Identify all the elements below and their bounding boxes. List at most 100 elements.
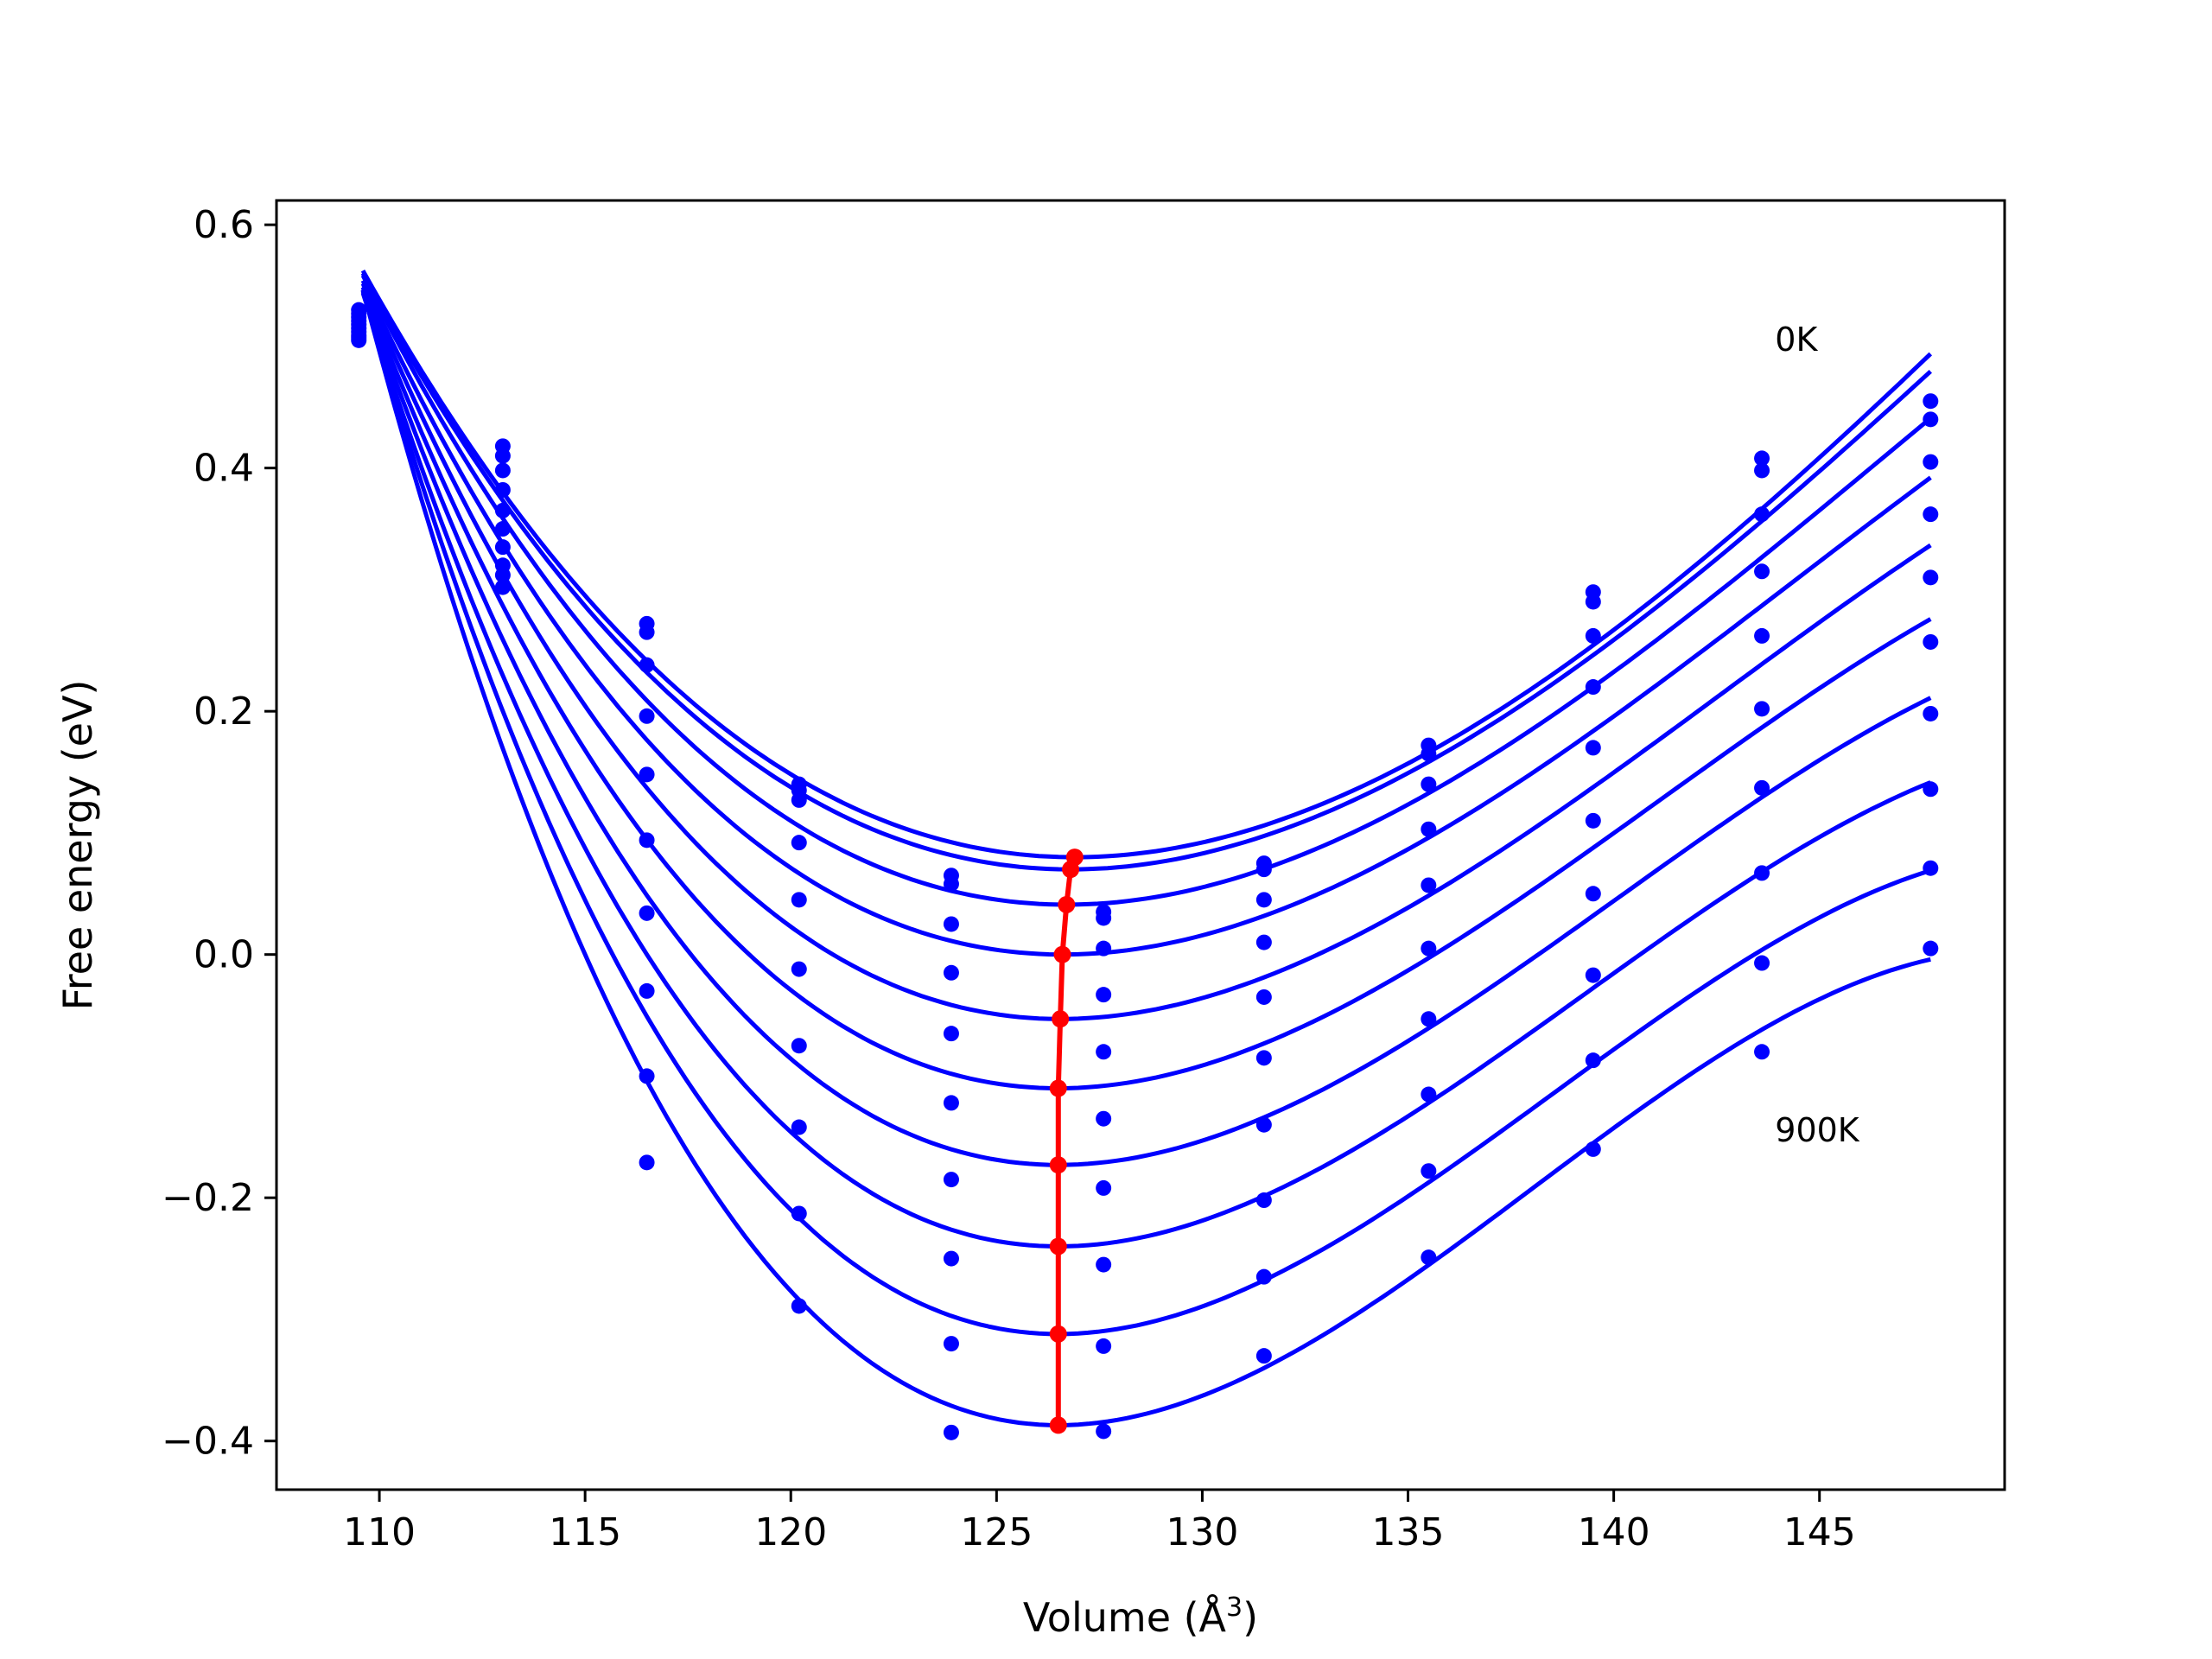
y-axis-label: Free energy (eV) xyxy=(54,680,101,1011)
data-point xyxy=(791,1038,807,1054)
data-point xyxy=(1096,1338,1112,1354)
data-point xyxy=(1923,393,1939,410)
data-point xyxy=(494,579,511,595)
data-point xyxy=(1923,940,1939,957)
data-point xyxy=(1421,877,1437,893)
x-tick-label: 110 xyxy=(343,1510,416,1554)
minimum-point xyxy=(1053,945,1071,963)
data-point xyxy=(1096,1423,1112,1440)
data-point xyxy=(943,916,959,932)
minimum-point xyxy=(1049,1079,1067,1097)
data-point xyxy=(1421,1249,1437,1266)
data-point xyxy=(791,1119,807,1135)
data-point xyxy=(791,791,807,808)
data-point xyxy=(1421,776,1437,792)
data-point xyxy=(1255,1116,1272,1133)
data-points xyxy=(351,302,1939,1440)
data-point xyxy=(494,448,511,464)
data-point xyxy=(1585,1141,1601,1157)
data-point xyxy=(943,1250,959,1267)
data-point xyxy=(639,657,655,673)
fit-curve xyxy=(360,292,1932,1249)
data-point xyxy=(1754,865,1770,881)
data-point xyxy=(1255,1348,1272,1364)
data-point xyxy=(1585,812,1601,829)
x-tick-label: 140 xyxy=(1578,1510,1650,1554)
data-point xyxy=(639,1154,655,1171)
data-point xyxy=(639,1068,655,1084)
data-point xyxy=(943,964,959,981)
data-point xyxy=(1754,955,1770,971)
x-tick-label: 125 xyxy=(960,1510,1033,1554)
x-axis-label-main: Volume (Å xyxy=(1023,1594,1227,1641)
plot-frame xyxy=(275,199,2006,1491)
data-point xyxy=(1585,594,1601,610)
annotation-label: 0K xyxy=(1775,321,1818,359)
data-point xyxy=(1585,740,1601,756)
data-point xyxy=(1096,1110,1112,1127)
data-point xyxy=(791,961,807,977)
data-point xyxy=(1255,1192,1272,1209)
minimum-line xyxy=(1049,849,1084,1434)
y-tick-label: 0.4 xyxy=(194,447,254,491)
data-point xyxy=(494,502,511,518)
data-point xyxy=(791,1298,807,1314)
data-point xyxy=(639,832,655,849)
fit-curves xyxy=(360,269,1933,1427)
data-point xyxy=(943,1095,959,1111)
data-point xyxy=(494,462,511,479)
data-point xyxy=(639,766,655,783)
minimum-point xyxy=(1049,1416,1067,1434)
data-point xyxy=(1585,1052,1601,1069)
data-point xyxy=(1585,627,1601,644)
minimum-point xyxy=(1049,1325,1067,1343)
data-point xyxy=(1096,910,1112,926)
data-point xyxy=(1585,967,1601,983)
data-point xyxy=(1421,821,1437,837)
data-point xyxy=(1923,705,1939,721)
data-point xyxy=(1923,506,1939,523)
minimum-point xyxy=(1049,1156,1067,1174)
data-point xyxy=(494,539,511,556)
fit-curve xyxy=(360,289,1932,1167)
y-tick-label: −0.4 xyxy=(162,1420,254,1464)
data-point xyxy=(1096,1179,1112,1196)
x-tick-label: 120 xyxy=(754,1510,827,1554)
data-point xyxy=(1096,1256,1112,1273)
data-point xyxy=(791,1205,807,1222)
y-axis-ticks: 0.6 0.4 0.2 0.0 −0.2 −0.4 xyxy=(162,203,276,1464)
data-point xyxy=(639,624,655,640)
fit-curve xyxy=(360,283,1932,1021)
data-point xyxy=(791,835,807,851)
data-point xyxy=(943,876,959,893)
data-point xyxy=(1096,987,1112,1003)
data-point xyxy=(1421,1011,1437,1027)
data-point xyxy=(1754,701,1770,717)
data-point xyxy=(1585,679,1601,696)
data-point xyxy=(1754,779,1770,796)
x-axis-label: Volume (Å3) xyxy=(1023,1592,1258,1641)
data-point xyxy=(1754,1044,1770,1060)
fit-curve xyxy=(360,272,1932,872)
y-tick-label: 0.0 xyxy=(194,933,254,977)
annotations: 0K 900K xyxy=(1775,321,1860,1149)
data-point xyxy=(1923,454,1939,470)
data-point xyxy=(1421,746,1437,762)
annotation-label: 900K xyxy=(1775,1111,1860,1149)
data-point xyxy=(639,905,655,921)
fit-curve xyxy=(360,286,1932,1091)
data-point xyxy=(494,567,511,583)
data-point xyxy=(1096,940,1112,957)
data-point xyxy=(1923,569,1939,586)
x-tick-label: 130 xyxy=(1166,1510,1238,1554)
minimum-point xyxy=(1058,895,1076,913)
data-point xyxy=(1421,1163,1437,1179)
data-point xyxy=(791,892,807,908)
minimum-path xyxy=(1055,856,1077,1426)
data-point xyxy=(1754,506,1770,523)
data-point xyxy=(1255,1050,1272,1066)
x-tick-label: 145 xyxy=(1783,1510,1856,1554)
data-point xyxy=(639,982,655,999)
minimum-point xyxy=(1062,861,1080,879)
